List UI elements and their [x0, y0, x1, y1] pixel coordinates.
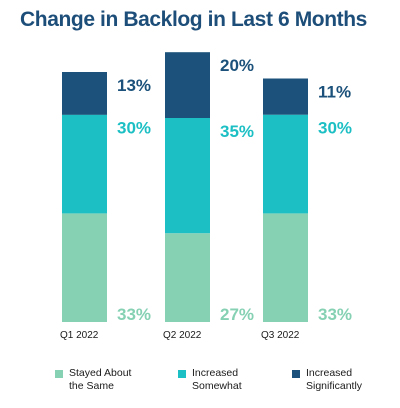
legend-swatch: [292, 370, 300, 378]
legend-swatch: [178, 370, 186, 378]
bar-segment: [165, 233, 210, 322]
data-label: 33%: [318, 305, 352, 324]
legend-item: Increased Significantly: [292, 367, 362, 393]
legend-label: Increased Somewhat: [192, 367, 242, 392]
data-label: 33%: [117, 305, 151, 324]
bar-segment: [62, 114, 107, 214]
data-label: 20%: [220, 56, 254, 75]
bar-segment: [62, 213, 107, 322]
data-label: 13%: [117, 76, 151, 95]
legend-item: Stayed About the Same: [55, 367, 131, 393]
legend-label: Stayed About the Same: [69, 367, 132, 392]
legend-swatch: [55, 370, 63, 378]
data-label: 30%: [318, 119, 352, 138]
data-label: 11%: [318, 83, 351, 102]
bar-segment: [165, 118, 210, 234]
data-label: 35%: [220, 122, 254, 141]
bar-segment: [165, 52, 210, 119]
stacked-bar-chart: 33% 30% 13% Q1 2022 27% 35% 20% Q2 2022 33% 30% 11…: [60, 52, 352, 341]
legend-label: Increased Significantly: [306, 367, 363, 392]
legend-item: Increased Somewhat: [178, 367, 242, 393]
category-label: Q1 2022: [60, 330, 99, 341]
data-label: 30%: [117, 119, 151, 138]
legend: Stayed About the Same Increased Somewhat I…: [0, 367, 400, 403]
bar-segment: [62, 72, 107, 115]
bar-segment: [263, 78, 308, 115]
category-label: Q2 2022: [163, 330, 202, 341]
chart-title: Change in Backlog in Last 6 Months: [20, 8, 367, 31]
data-label: 27%: [220, 305, 254, 324]
bar-segment: [263, 114, 308, 214]
category-label: Q3 2022: [261, 330, 300, 341]
bar-segment: [263, 213, 308, 322]
